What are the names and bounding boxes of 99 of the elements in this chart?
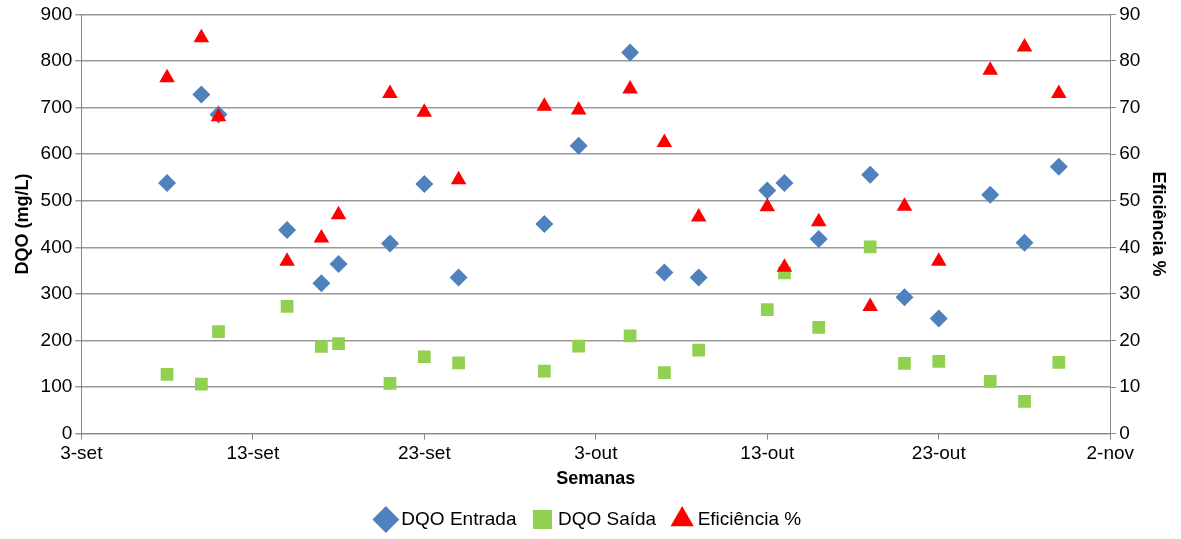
point (759, 197, 776, 212)
y-tick-label: 300 (40, 282, 73, 304)
point (775, 174, 794, 193)
x-tick-label: 23-set (397, 442, 452, 464)
point (621, 43, 640, 62)
point (415, 174, 434, 193)
point (895, 288, 914, 307)
point (329, 255, 348, 274)
point (380, 234, 399, 253)
y2-tick-label: 80 (1119, 49, 1141, 71)
point (450, 170, 467, 185)
y2-tick-label: 60 (1119, 142, 1141, 164)
point (1018, 395, 1031, 408)
point (983, 375, 997, 388)
legend-label: Eficiência % (697, 507, 802, 529)
point (193, 28, 210, 43)
point (760, 303, 774, 317)
point (1015, 233, 1034, 252)
point (896, 197, 913, 211)
point (689, 268, 708, 287)
point (383, 376, 397, 390)
y2-tick-label: 50 (1119, 188, 1141, 210)
y-tick-label: 900 (40, 2, 73, 24)
point (810, 212, 827, 227)
point (449, 268, 468, 287)
point (158, 174, 177, 193)
point (930, 252, 947, 266)
point (416, 103, 433, 117)
point (758, 181, 777, 200)
point (569, 136, 588, 155)
point (1051, 84, 1067, 99)
y-axis-title: DQO (mg/L) (11, 173, 32, 275)
y-tick-label: 700 (40, 95, 73, 117)
y-tick-label: 800 (40, 49, 73, 71)
point (932, 355, 946, 368)
point (452, 356, 465, 370)
legend-label: DQO Entrada (401, 507, 517, 529)
y2-tick-label: 10 (1119, 375, 1141, 397)
y-tick-label: 400 (40, 235, 73, 257)
point (194, 377, 208, 391)
y2-tick-label: 0 (1119, 421, 1130, 443)
point (812, 321, 826, 334)
x-tick-label: 13-out (740, 442, 795, 464)
point (1049, 157, 1068, 176)
y2-tick-label: 30 (1119, 282, 1141, 304)
point (862, 297, 878, 311)
y2-tick-label: 90 (1119, 2, 1141, 24)
point (982, 61, 999, 75)
x-tick-label: 13-set (226, 442, 280, 464)
point (159, 68, 175, 83)
y-tick-label: 100 (40, 375, 73, 397)
point (572, 339, 585, 353)
point (981, 185, 1000, 204)
point (658, 366, 671, 379)
x-tick-label: 23-out (911, 442, 967, 464)
x-tick-label: 2-nov (1086, 442, 1135, 464)
y-tick-label: 0 (61, 421, 73, 443)
point (312, 274, 331, 293)
point (279, 252, 295, 266)
point (536, 97, 553, 111)
point (655, 263, 674, 282)
point (537, 364, 551, 378)
point (622, 79, 638, 94)
point (623, 329, 637, 343)
point (160, 368, 174, 381)
point (332, 337, 345, 351)
y2-axis-title: Eficiência % (1149, 171, 1170, 277)
point (330, 205, 347, 220)
point (417, 350, 431, 364)
x-tick-label: 3-out (574, 442, 619, 464)
point (861, 165, 880, 184)
point (809, 229, 828, 248)
point (313, 228, 330, 243)
x-axis-title: Semanas (556, 468, 636, 489)
point (898, 356, 911, 370)
point (315, 340, 328, 353)
point (278, 221, 297, 240)
y2-tick-label: 70 (1119, 95, 1141, 117)
point (929, 309, 948, 328)
y-tick-label: 600 (40, 142, 73, 164)
point (776, 258, 793, 272)
y-tick-label: 200 (40, 328, 73, 350)
y2-tick-label: 40 (1119, 235, 1141, 257)
point (692, 343, 706, 357)
legend-label: DQO Saída (557, 507, 657, 529)
y2-tick-label: 20 (1119, 328, 1141, 350)
point (863, 240, 877, 254)
point (656, 133, 673, 147)
y-tick-label: 500 (40, 188, 73, 210)
point (1052, 355, 1066, 369)
point (690, 208, 707, 222)
point (570, 100, 587, 115)
point (192, 85, 211, 104)
point (1016, 38, 1033, 52)
point (382, 84, 398, 99)
x-tick-label: 3-set (60, 442, 104, 464)
point (535, 215, 554, 233)
point (212, 325, 225, 338)
point (280, 300, 294, 313)
